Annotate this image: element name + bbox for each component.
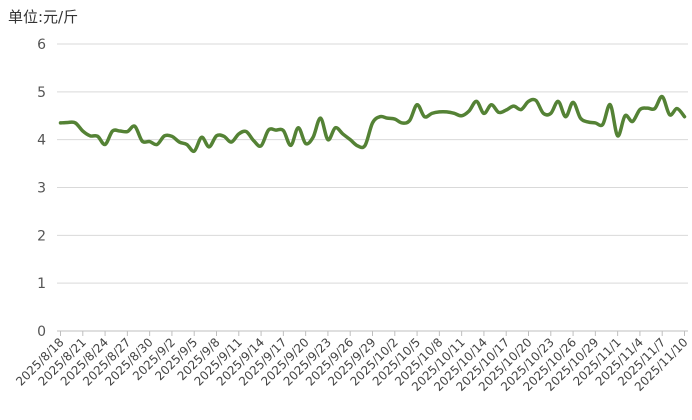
unit-label: 单位:元/斤 <box>8 8 79 26</box>
y-axis-ticks: 0 1 2 3 4 5 6 <box>37 37 46 340</box>
series-line <box>58 94 687 154</box>
y-tick-label: 1 <box>37 276 46 292</box>
y-tick-label: 6 <box>37 37 46 53</box>
y-tick-label: 2 <box>37 228 46 244</box>
y-tick-label: 5 <box>37 85 46 101</box>
y-tick-label: 0 <box>37 324 46 340</box>
grid-lines <box>57 43 688 332</box>
x-axis-ticks: 2025/8/182025/8/212025/8/242025/8/272025… <box>13 331 691 394</box>
y-tick-label: 4 <box>37 133 46 149</box>
y-tick-label: 3 <box>37 181 46 197</box>
series-line-group <box>58 94 687 154</box>
